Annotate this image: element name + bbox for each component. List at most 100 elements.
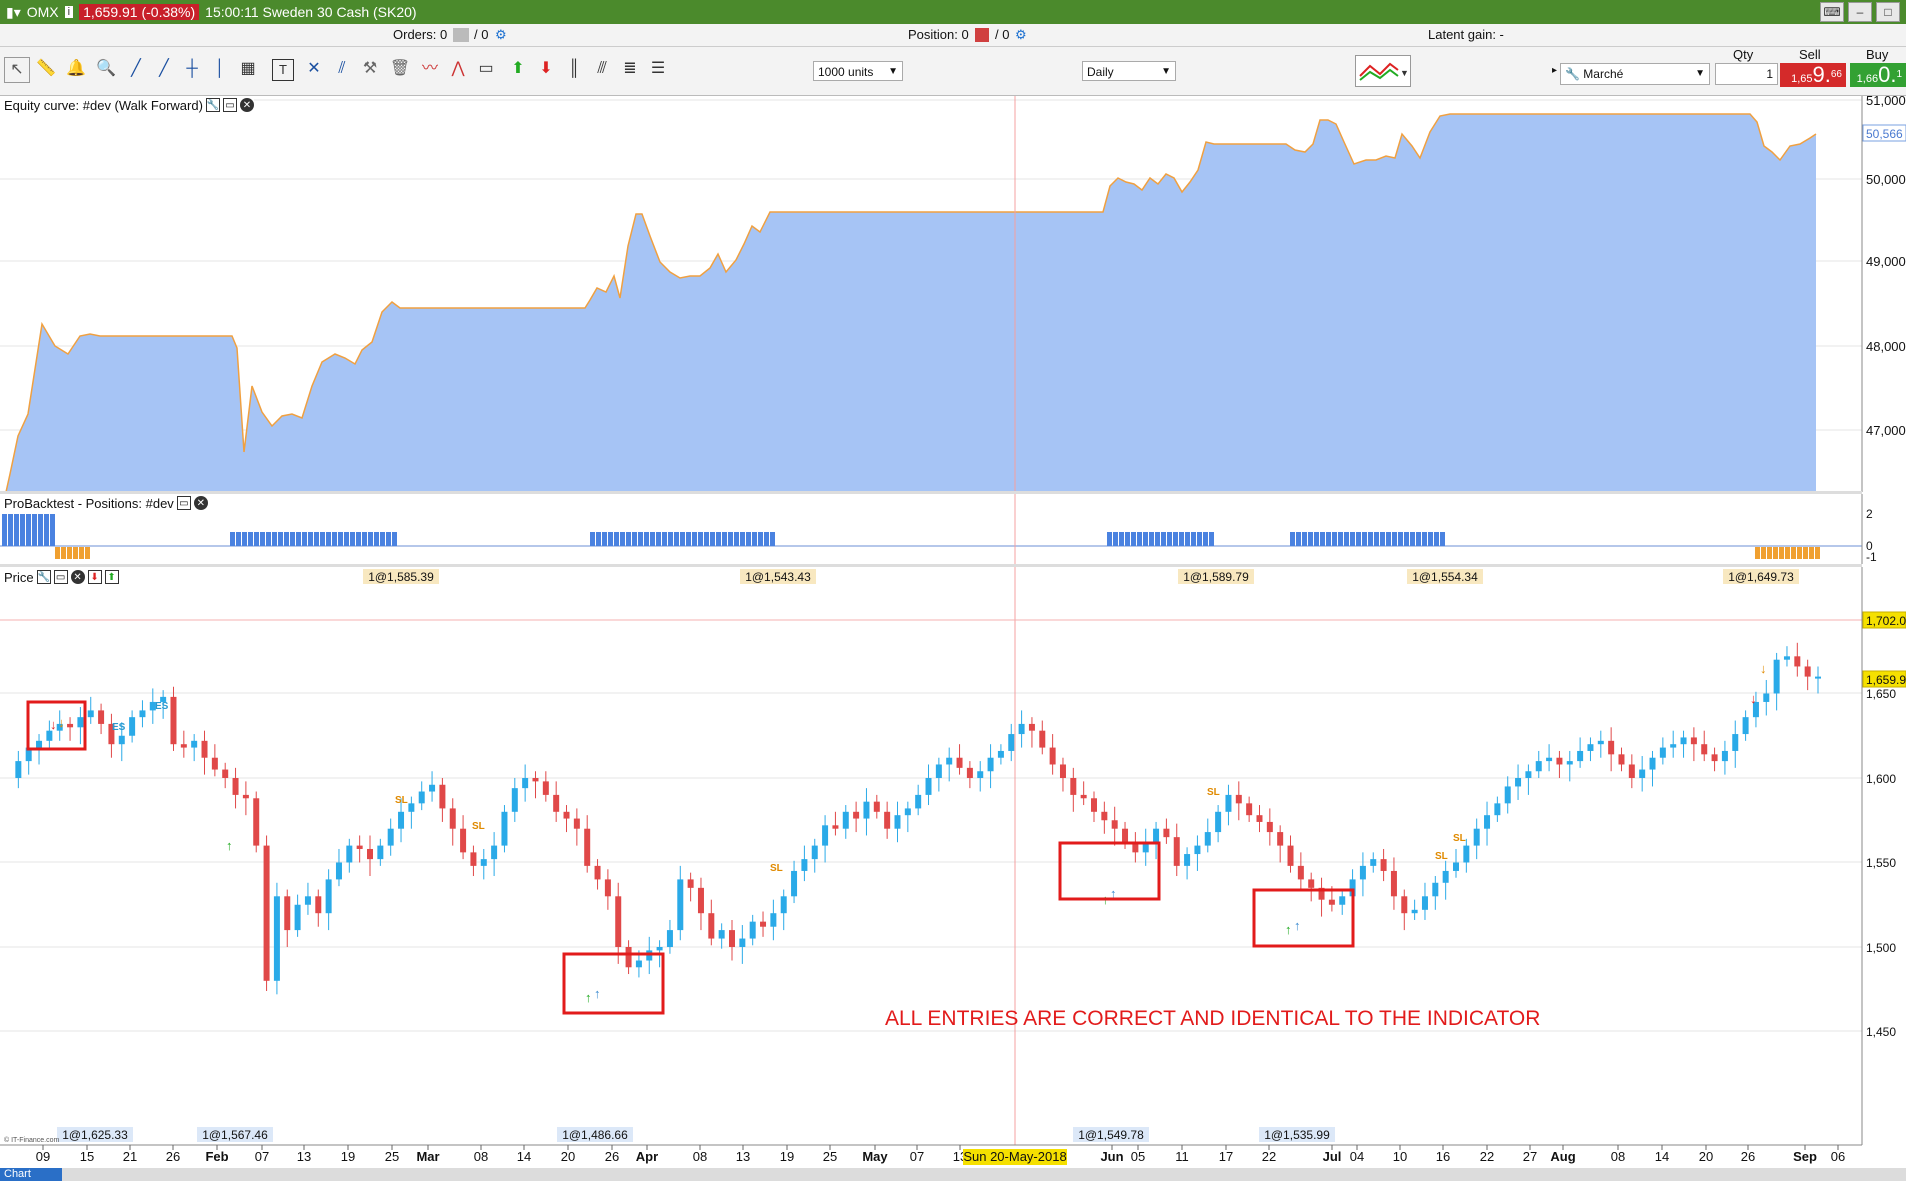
window-menu-icon[interactable]: ▮▾ xyxy=(6,3,21,20)
orders-settings-icon[interactable]: ⚙ xyxy=(495,27,507,42)
keyboard-icon[interactable]: ⌨ xyxy=(1820,2,1844,22)
minimize-button[interactable]: – xyxy=(1848,2,1872,22)
bullish-candle xyxy=(1732,734,1739,751)
order-info-bar: Orders: 0 / 0 ⚙ Position: 0 / 0 ⚙ Latent… xyxy=(0,24,1906,47)
alert-bell-icon[interactable]: 🔔 xyxy=(66,60,86,77)
position-close-icon[interactable] xyxy=(975,28,989,42)
bullish-candle xyxy=(997,750,1004,758)
wrench-icon[interactable]: 🔧 xyxy=(205,98,220,112)
chart-tab-button[interactable]: Chart xyxy=(0,1168,62,1181)
long-position-bar xyxy=(284,532,289,546)
wave-tool-icon[interactable]: 〰 xyxy=(421,60,438,77)
order-type-select[interactable]: 🔧 Marché ▼ xyxy=(1560,63,1710,85)
fibonacci-tool-icon[interactable]: ≣ xyxy=(623,60,637,77)
long-position-bar xyxy=(290,532,295,546)
buy-button[interactable]: 1,660.1 xyxy=(1850,63,1906,87)
qty-input[interactable]: 1 xyxy=(1715,63,1778,85)
bullish-candle xyxy=(1649,757,1656,770)
bearish-candle xyxy=(211,757,218,770)
bullish-candle xyxy=(408,803,415,812)
short-position-bar xyxy=(1809,547,1814,559)
info-icon[interactable]: i xyxy=(64,6,74,18)
window-icon[interactable]: ▭ xyxy=(176,496,191,510)
long-position-bar xyxy=(608,532,613,546)
long-position-bar xyxy=(1356,532,1361,546)
position-settings-icon[interactable]: ⚙ xyxy=(1015,27,1027,42)
panel-expand-icon[interactable]: ▸ xyxy=(1552,65,1558,76)
paint-tool-icon[interactable]: ⚒ xyxy=(362,60,378,77)
qty-input-value: 1 xyxy=(1766,67,1773,81)
bullish-candle xyxy=(749,921,756,939)
equity-pane-header: Equity curve: #dev (Walk Forward) 🔧 ▭ ✕ xyxy=(0,96,254,114)
bearish-candle xyxy=(542,781,549,795)
crosshair-tool-icon[interactable]: ✕ xyxy=(307,60,321,77)
short-position-bar xyxy=(1755,547,1760,559)
bearish-candle xyxy=(1287,845,1294,866)
pattern-tool-icon[interactable]: ⋀ xyxy=(451,60,465,77)
period-select[interactable]: Daily ▼ xyxy=(1082,61,1176,81)
buy-arrow-icon[interactable]: ⬆ xyxy=(511,60,525,77)
long-position-bar xyxy=(1125,532,1130,546)
orders-cancel-icon[interactable] xyxy=(453,28,469,42)
bearish-candle xyxy=(1318,887,1325,900)
close-icon[interactable]: ✕ xyxy=(70,570,85,584)
ruler-tool-icon[interactable]: 📏 xyxy=(36,60,56,77)
signal-label: SL xyxy=(395,795,408,806)
bullish-candle xyxy=(325,879,332,914)
sell-button[interactable]: 1,659.66 xyxy=(1780,63,1846,87)
long-position-bar xyxy=(1404,532,1409,546)
trendline-tool-icon[interactable]: ╱ xyxy=(159,60,169,77)
long-position-bar xyxy=(1308,532,1313,546)
fib-ext-tool-icon[interactable]: ☰ xyxy=(650,60,666,77)
buy-entry-arrow: ↑ xyxy=(594,986,601,1001)
positions-chart[interactable]: 2 0-1 xyxy=(0,494,1906,564)
time-tick-label: 21 xyxy=(123,1149,137,1164)
regression-tool-icon[interactable]: ▦ xyxy=(240,60,256,77)
bearish-candle xyxy=(1794,656,1801,667)
window-icon[interactable]: ▭ xyxy=(222,98,237,112)
bullish-candle xyxy=(1018,723,1025,735)
bearish-candle xyxy=(1608,740,1615,755)
long-position-bar xyxy=(296,532,301,546)
maximize-button[interactable]: □ xyxy=(1876,2,1900,22)
text-tool-icon[interactable]: T xyxy=(272,59,294,81)
units-select[interactable]: 1000 units ▼ xyxy=(813,61,903,81)
sell-arrow-icon[interactable]: ⬇ xyxy=(539,60,553,77)
time-tick-label: 05 xyxy=(1131,1149,1145,1164)
chart-tab-label: Chart xyxy=(4,1168,31,1180)
close-icon[interactable]: ✕ xyxy=(193,496,208,510)
long-position-bar xyxy=(44,514,49,546)
chart-type-button[interactable]: ▼ xyxy=(1355,55,1411,87)
equity-curve-chart[interactable]: 51,000 50,566 50,000 49,000 48,000 47,000 xyxy=(0,96,1906,492)
long-position-bar xyxy=(1191,532,1196,546)
wrench-icon[interactable]: 🔧 xyxy=(36,570,51,584)
bullish-candle xyxy=(935,764,942,778)
window-icon[interactable]: ▭ xyxy=(53,570,68,584)
pane-divider[interactable] xyxy=(0,491,1862,494)
bullish-candle xyxy=(56,723,63,731)
close-icon[interactable]: ✕ xyxy=(239,98,254,112)
bars-tool-icon[interactable]: ║ xyxy=(568,60,580,77)
bullish-candle xyxy=(1659,747,1666,758)
pointer-tool-icon[interactable]: ↖ xyxy=(4,57,30,83)
bullish-candle xyxy=(925,778,932,795)
bullish-candle xyxy=(1742,717,1749,735)
pane-divider[interactable] xyxy=(0,564,1862,567)
bullish-candle xyxy=(1587,744,1594,751)
trade-label-bottom: 1@1,535.99 xyxy=(1264,1128,1330,1142)
rectangle-tool-icon[interactable]: ▭ xyxy=(478,60,494,77)
buy-order-icon[interactable]: ⬆ xyxy=(104,570,119,584)
hline-tool-icon[interactable]: ┼ xyxy=(186,60,198,77)
trash-icon[interactable]: 🗑 xyxy=(389,60,411,77)
bullish-candle xyxy=(129,717,136,736)
fan-tool-icon[interactable]: ⫻ xyxy=(597,60,607,77)
channel-tool-icon[interactable]: ⫽ xyxy=(338,60,346,77)
vline-tool-icon[interactable]: │ xyxy=(215,60,225,77)
sell-order-icon[interactable]: ⬇ xyxy=(87,570,102,584)
bullish-candle xyxy=(1370,859,1377,866)
zoom-icon[interactable]: 🔍 xyxy=(96,60,116,77)
instrument-name[interactable]: OMX xyxy=(26,4,59,20)
line-tool-icon[interactable]: ╱ xyxy=(131,60,141,77)
